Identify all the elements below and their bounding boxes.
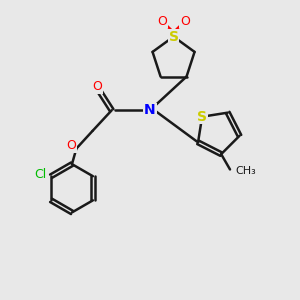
- Text: S: S: [197, 110, 207, 124]
- Text: O: O: [158, 15, 167, 28]
- Text: Cl: Cl: [34, 168, 47, 181]
- Text: CH₃: CH₃: [235, 166, 256, 176]
- Text: O: O: [92, 80, 102, 93]
- Text: S: S: [169, 30, 178, 44]
- Text: O: O: [180, 15, 190, 28]
- Text: N: N: [144, 103, 156, 117]
- Text: O: O: [66, 139, 76, 152]
